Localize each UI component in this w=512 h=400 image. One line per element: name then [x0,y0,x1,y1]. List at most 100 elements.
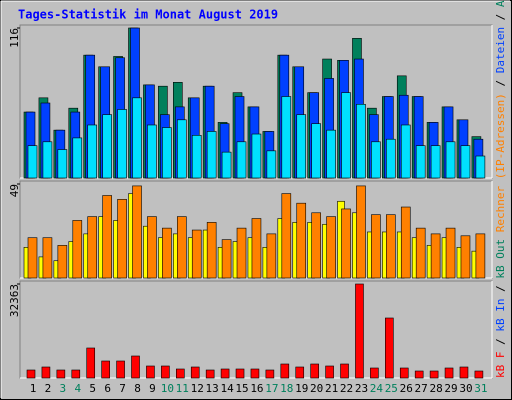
x-tick-label: 2 [45,382,52,395]
bar [386,214,396,279]
bar [191,229,202,279]
x-tick-label: 29 [444,382,457,395]
panel [19,280,493,379]
bar [117,199,127,279]
bar [251,133,262,179]
bar [280,363,290,379]
bar [235,368,245,379]
legend-entry: kB F [494,352,507,379]
bar [147,124,157,179]
legend-entry: Rechner (IP-Adressen) [494,93,507,232]
legend-entry: / [494,73,507,93]
bar [161,365,170,379]
legend-entry: kB In [494,299,507,332]
bar [281,193,292,279]
x-tick-label: 31 [474,382,487,395]
bar [190,366,200,379]
x-tick-label: 3 [60,382,67,395]
x-tick-label: 24 [370,382,384,395]
bar [371,214,381,279]
bar [475,155,486,179]
bar [311,212,321,279]
x-tick-label: 14 [220,382,234,395]
bar [56,369,66,379]
bar [86,347,96,379]
legend-entry: Anfragen [494,0,507,7]
bar [296,202,307,279]
bar [162,127,172,179]
bar [355,283,364,379]
bar [326,129,336,179]
bar [72,137,83,179]
bar [340,363,349,379]
bar [460,145,471,179]
x-tick-label: 1 [30,382,37,395]
x-tick-label: 30 [459,382,472,395]
x-tick-label: 28 [429,382,442,395]
bar [445,227,456,279]
legend-entry: / [494,332,507,352]
bar [444,367,454,379]
bar [27,237,38,279]
bar [236,141,247,179]
bar [102,114,112,179]
bar [356,185,366,279]
bar [41,366,51,379]
bar [117,109,127,179]
bar [87,124,98,179]
bar [191,135,202,179]
bar [87,216,98,279]
bar [445,141,456,179]
legend-entry: / [494,279,507,299]
bar [176,368,185,379]
bar [266,150,277,179]
bar [220,368,230,379]
bar [221,239,232,279]
bar [251,218,262,279]
bar [206,222,217,279]
x-tick-label: 16 [250,382,263,395]
x-tick-label: 18 [280,382,293,395]
bar [42,237,53,279]
legend-entry [494,232,507,239]
bar [42,141,53,179]
bar [146,365,155,379]
bar [71,369,81,379]
x-tick-label: 11 [176,382,189,395]
bar [57,149,68,179]
bar [475,233,486,279]
bar [205,369,215,379]
bar [399,367,409,379]
legend-entry: kB Out [494,239,507,279]
bar [72,220,83,279]
y-tick-label: 32363 [8,284,21,317]
x-tick-label: 10 [161,382,174,395]
x-tick-label: 15 [235,382,248,395]
bar [116,360,125,379]
bar [311,123,321,179]
bar [415,145,426,179]
bar [102,195,112,279]
x-tick-label: 17 [265,382,278,395]
bar [131,355,140,379]
x-tick-label: 19 [295,382,308,395]
x-tick-label: 25 [385,382,398,395]
x-tick-label: 12 [191,382,204,395]
x-tick-label: 7 [119,382,126,395]
bar [295,366,305,379]
bar [325,365,334,379]
bar [27,145,38,179]
bar [310,363,319,379]
side-legend: kB F / kB In / kB Out Rechner (IP-Adress… [494,0,507,378]
bar [265,369,275,379]
bar [370,367,379,379]
bar [250,368,260,379]
bar [147,216,157,279]
bar [26,369,36,379]
bar [221,151,232,179]
x-tick-label: 23 [355,382,368,395]
bar [341,92,351,179]
x-tick-label: 20 [310,382,323,395]
x-tick-label: 5 [89,382,96,395]
